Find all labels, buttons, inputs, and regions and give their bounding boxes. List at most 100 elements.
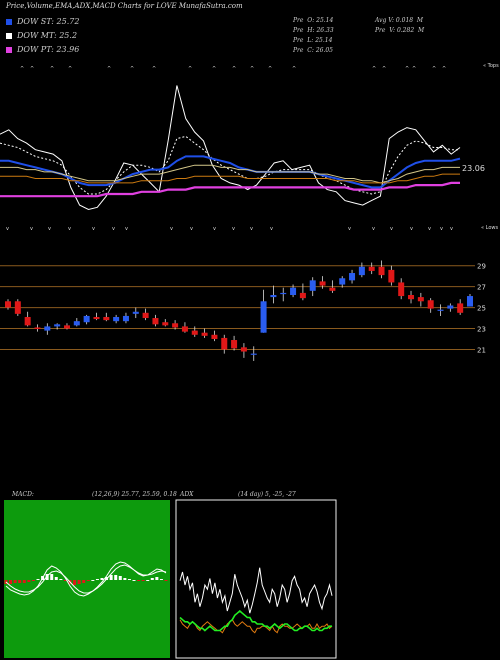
candle-body — [132, 311, 139, 314]
candle-body — [447, 305, 454, 309]
stat-label: Pre — [293, 27, 304, 34]
macd-histogram-bar — [91, 580, 95, 581]
legend-swatch — [6, 33, 12, 39]
candle-body — [34, 327, 41, 330]
macd-histogram-bar — [82, 580, 86, 583]
candle-body — [457, 303, 464, 313]
macd-params: (12,26,9) 25.77, 25.59, 0.18 — [92, 491, 177, 498]
stat-label: Avg V: — [375, 17, 394, 24]
macd-histogram-bar — [127, 579, 131, 580]
stat-value: C: 26.05 — [307, 47, 333, 54]
lows-marker: v — [372, 226, 375, 232]
tops-label: « Tops — [483, 63, 499, 69]
candle-body — [191, 330, 198, 335]
adx-series-line — [179, 609, 332, 632]
candle-body — [329, 287, 336, 291]
candle-body — [398, 282, 405, 297]
ema-series-line — [0, 173, 460, 184]
macd-histogram-bar — [146, 580, 150, 581]
stat-high: Pre H: 26.33 — [293, 27, 334, 34]
macd-title: MACD: — [12, 491, 34, 498]
candle-body — [309, 280, 316, 291]
macd-histogram-bar — [73, 580, 77, 585]
tops-marker: ^ — [412, 66, 416, 72]
chart-title: Price,Volume,EMA,ADX,MACD Charts for LOV… — [6, 2, 243, 10]
candle-body — [319, 281, 326, 286]
lows-marker: v — [250, 226, 253, 232]
candle-body — [152, 318, 159, 325]
candle-body — [339, 278, 346, 285]
macd-histogram-bar — [59, 579, 63, 580]
stat-value: H: 26.33 — [307, 27, 334, 34]
tops-marker: ^ — [50, 66, 54, 72]
stat-label: Pre — [293, 37, 304, 44]
macd-histogram-bar — [164, 580, 168, 581]
candle-body — [408, 295, 415, 300]
macd-histogram-bar — [77, 580, 81, 584]
legend-swatch — [6, 19, 12, 25]
lows-marker: v — [348, 226, 351, 232]
candle-body — [211, 334, 218, 339]
macd-histogram-bar — [22, 580, 26, 583]
candle-body — [349, 273, 356, 281]
candle-body — [388, 269, 395, 283]
candle-body — [5, 301, 11, 308]
tops-marker: ^ — [68, 66, 72, 72]
price-tick-label: 29 — [477, 263, 486, 271]
macd-histogram-bar — [36, 579, 40, 580]
legend-swatch — [6, 47, 12, 53]
candle-body — [260, 301, 267, 333]
tops-marker: ^ — [372, 66, 376, 72]
candle-body — [24, 316, 31, 326]
candle-body — [201, 332, 208, 336]
lows-marker: v — [232, 226, 235, 232]
candle-body — [83, 315, 90, 323]
macd-series-line — [5, 564, 167, 594]
tops-marker: ^ — [292, 66, 296, 72]
macd-series-line — [5, 561, 167, 597]
stat-avg-volume: Avg V: 0.018 M — [375, 17, 423, 24]
macd-background — [4, 500, 170, 658]
lows-marker: v — [270, 226, 273, 232]
macd-histogram-bar — [50, 574, 54, 580]
tops-marker: ^ — [152, 66, 156, 72]
ema-series-line — [0, 164, 460, 184]
stat-value: 0.018 — [395, 17, 414, 24]
price-tick-label: 21 — [477, 346, 486, 354]
stat-close: Pre C: 26.05 — [293, 47, 333, 54]
stat-unit: M — [416, 17, 424, 24]
price-tick-label: 27 — [477, 284, 486, 292]
stat-unit: M — [417, 27, 425, 34]
macd-histogram-bar — [45, 574, 49, 580]
ema-chart: « Tops « Lows 23.06 ^ ^ ^ ^ ^ ^ ^ ^ ^ ^ ^ ^ ^ ^ ^ ^ ^ ^ ^v… — [0, 63, 499, 232]
stat-open: Pre O: 25.14 — [293, 17, 333, 24]
ema-current-value: 23.06 — [462, 164, 485, 173]
candle-body — [122, 315, 129, 322]
tops-marker: ^ — [405, 66, 409, 72]
lows-marker: v — [92, 226, 95, 232]
candle-body — [378, 266, 385, 276]
stat-low: Pre L: 25.14 — [293, 37, 332, 44]
lows-marker: v — [6, 226, 9, 232]
macd-histogram-bar — [9, 580, 13, 584]
candle-body — [113, 316, 120, 322]
macd-histogram-bar — [159, 579, 163, 580]
lows-marker: v — [450, 226, 453, 232]
macd-histogram-bar — [100, 578, 104, 580]
price-tick-label: 23 — [477, 326, 486, 334]
tops-marker: ^ — [382, 66, 386, 72]
tops-marker: ^ — [232, 66, 236, 72]
candle-body — [93, 316, 100, 320]
candle-body — [142, 312, 149, 319]
macd-histogram-bar — [63, 580, 67, 581]
legend-dow-st: DOW ST: 25.72 — [6, 17, 79, 26]
lows-marker: v — [190, 226, 193, 232]
lows-marker: v — [30, 226, 33, 232]
adx-frame — [175, 499, 337, 659]
stat-label: Pre — [293, 17, 304, 24]
stat-label: Pre — [375, 27, 386, 34]
macd-histogram-bar — [150, 578, 154, 580]
macd-histogram-bar — [13, 580, 17, 583]
candle-body — [73, 321, 80, 326]
